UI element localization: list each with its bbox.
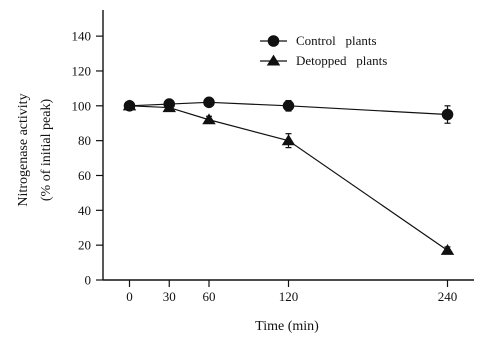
x-tick-label: 30 — [163, 289, 176, 304]
data-point-detopped — [202, 113, 216, 125]
x-tick-label: 120 — [279, 289, 299, 304]
x-axis-title: Time (min) — [255, 319, 319, 334]
y-axis-title-line-2: (% of initial peak) — [39, 99, 54, 202]
y-tick-label: 0 — [85, 273, 92, 288]
y-axis-title: Nitrogenase activity (% of initial peak) — [16, 93, 54, 206]
legend-detopped-marker — [266, 54, 281, 66]
y-tick-label: 20 — [78, 238, 91, 253]
legend: Control plants Detopped plants — [260, 33, 387, 68]
x-tick-label: 60 — [203, 289, 216, 304]
series-layer — [122, 96, 455, 255]
legend-control-marker — [267, 35, 280, 47]
data-point-control — [282, 100, 295, 112]
series-detopped-plants — [122, 99, 455, 255]
y-tick-label: 120 — [72, 63, 92, 78]
data-point-detopped — [162, 101, 176, 113]
x-tick-label: 0 — [126, 289, 133, 304]
data-point-control — [441, 108, 454, 121]
y-tick-label: 140 — [72, 29, 92, 44]
legend-item-detopped: Detopped plants — [260, 53, 387, 68]
x-tick-label: 240 — [438, 289, 458, 304]
legend-detopped-label: Detopped plants — [296, 53, 387, 68]
plot-area: 0 30 60 120 240 0 20 40 60 80 100 120 140 — [72, 10, 474, 304]
data-point-detopped — [122, 99, 137, 111]
data-point-control — [203, 96, 215, 109]
data-point-detopped — [440, 244, 455, 255]
legend-control-label: Control plants — [296, 33, 377, 48]
data-point-detopped — [281, 134, 296, 146]
detopped-series-line — [129, 105, 448, 251]
ticks-layer: 0 30 60 120 240 0 20 40 60 80 100 120 140 — [72, 29, 458, 304]
y-tick-label: 80 — [78, 133, 91, 148]
y-axis-title-line-1: Nitrogenase activity — [16, 93, 31, 206]
legend-item-control: Control plants — [260, 33, 377, 48]
y-tick-label: 40 — [78, 203, 91, 218]
y-tick-label: 100 — [72, 98, 92, 113]
y-tick-label: 60 — [78, 168, 91, 183]
